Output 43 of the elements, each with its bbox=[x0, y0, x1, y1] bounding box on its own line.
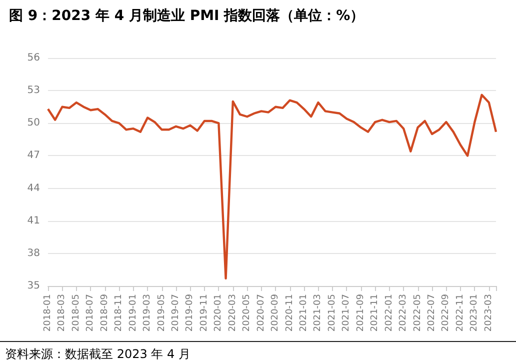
y-tick-label: 56 bbox=[27, 52, 40, 64]
x-tick-label: 2022-01 bbox=[384, 294, 394, 332]
x-tick-label: 2023-03 bbox=[484, 294, 494, 332]
y-tick-label: 44 bbox=[27, 182, 40, 194]
x-tick-label: 2018-01 bbox=[43, 294, 53, 332]
line-series bbox=[46, 94, 498, 280]
x-tick-label: 2023-01 bbox=[470, 294, 480, 332]
x-tick-label: 2020-05 bbox=[242, 294, 252, 332]
x-tick-label: 2018-03 bbox=[57, 294, 68, 332]
x-tick-label: 2021-11 bbox=[370, 294, 380, 332]
x-tick-label: 2020-01 bbox=[214, 294, 224, 332]
y-tick-label: 53 bbox=[27, 85, 40, 96]
x-tick-label: 2022-11 bbox=[455, 294, 466, 332]
x-tick-label: 2018-07 bbox=[86, 294, 96, 332]
x-tick-label: 2019-11 bbox=[199, 294, 210, 332]
x-tick-label: 2021-01 bbox=[299, 294, 309, 332]
x-tick-label: 2021-07 bbox=[342, 294, 352, 332]
x-tick-label: 2018-05 bbox=[71, 294, 82, 332]
x-tick-label: 2021-09 bbox=[356, 294, 366, 332]
y-tick-label: 50 bbox=[27, 118, 40, 129]
x-tick-label: 2020-11 bbox=[284, 294, 295, 332]
x-tick-label: 2018-11 bbox=[114, 294, 124, 332]
x-tick-label: 2021-05 bbox=[327, 294, 338, 332]
x-tick-label: 2022-03 bbox=[398, 294, 409, 332]
text: 资料来源：数据截至 2023 年 4 月 bbox=[5, 347, 190, 361]
x-tick-label: 2022-09 bbox=[441, 294, 452, 332]
x-tick-label: 2019-09 bbox=[185, 294, 196, 332]
x-tick-label: 2022-05 bbox=[412, 294, 423, 332]
x-tick-label: 2022-07 bbox=[427, 294, 437, 332]
chart-title: 图 9：2023 年 4 月制造业 PMI 指数回落（单位：%） bbox=[9, 8, 364, 24]
x-tick-label: 2020-03 bbox=[228, 294, 238, 332]
y-tick-label: 41 bbox=[27, 215, 40, 226]
x-tick-label: 2019-05 bbox=[156, 294, 167, 332]
x-tick-label: 2019-01 bbox=[128, 294, 138, 332]
x-tick-label: 2020-09 bbox=[270, 294, 281, 332]
x-tick-label: 2021-03 bbox=[313, 294, 324, 332]
y-tick-label: 35 bbox=[27, 280, 40, 292]
x-tick-label: 2019-03 bbox=[142, 294, 153, 332]
x-tick-label: 2019-07 bbox=[171, 294, 181, 332]
y-tick-label: 38 bbox=[27, 248, 40, 259]
y-tick-label: 47 bbox=[27, 150, 40, 162]
x-tick-label: 2020-07 bbox=[256, 294, 266, 332]
x-tick-label: 2018-09 bbox=[100, 294, 110, 332]
